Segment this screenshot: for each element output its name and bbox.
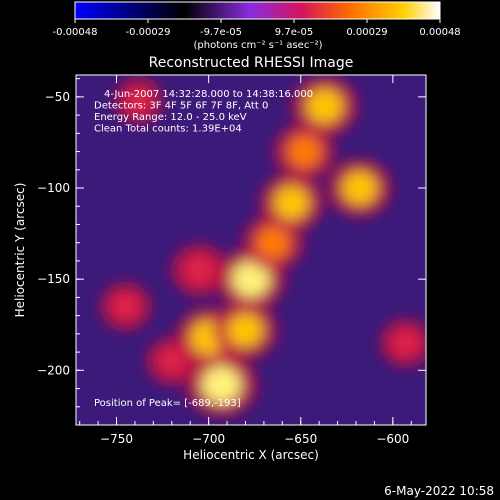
heat-spot — [273, 185, 310, 220]
colorbar — [74, 1, 441, 20]
colorbar-tick-label: 0.00048 — [419, 27, 460, 38]
chart-title: Reconstructed RHESSI Image — [149, 55, 354, 71]
peak-position-label: Position of Peak= [-689,-193] — [94, 398, 241, 409]
heat-spot — [231, 260, 271, 298]
heat-spot — [391, 328, 421, 358]
heat-spot — [111, 292, 141, 321]
x-tick-label: −750 — [100, 432, 133, 446]
colorbar-tick-label: -0.00048 — [53, 27, 98, 38]
plot-frame — [75, 74, 427, 426]
heat-spot — [157, 346, 187, 376]
x-tick-label: −650 — [284, 432, 317, 446]
annotation-line: 4-Jun-2007 14:32:28.000 to 14:38:16.000 — [104, 89, 313, 100]
heat-spot — [341, 170, 378, 206]
colorbar-tick-label: 0.00029 — [346, 27, 387, 38]
heat-spot — [306, 88, 344, 124]
y-axis-label: Heliocentric Y (arcsec) — [13, 183, 27, 318]
x-tick-label: −600 — [376, 432, 409, 446]
annotation-line: Detectors: 3F 4F 5F 6F 7F 8F, Att 0 — [94, 101, 268, 112]
x-axis-label: Heliocentric X (arcsec) — [183, 448, 319, 462]
heat-spot — [255, 226, 291, 260]
heat-spot — [201, 365, 242, 404]
heat-spot — [183, 254, 216, 286]
heat-spot — [124, 86, 153, 115]
heatmap-image — [76, 75, 426, 425]
colorbar-ticks: -0.00048 -0.00029 -9.7e-05 9.7e-05 0.00029 0.… — [53, 19, 461, 38]
colorbar-tick-label: -9.7e-05 — [200, 27, 242, 38]
colorbar-tick-label: 9.7e-05 — [275, 27, 313, 38]
annotation-line: Clean Total counts: 1.39E+04 — [94, 124, 242, 135]
annotation-block: 4-Jun-2007 14:32:28.000 to 14:38:16.000D… — [94, 89, 313, 135]
y-tick-label: −150 — [37, 272, 70, 286]
x-tick-label: −700 — [192, 432, 225, 446]
y-tick-label: −200 — [37, 363, 70, 377]
heat-spot — [227, 313, 264, 348]
colorbar-unit-label: (photons cm⁻² s⁻¹ asec⁻²) — [193, 40, 322, 51]
axis-ticks: −750 −700 −650 −600 −50 −100 −150 −200 — [37, 75, 426, 446]
y-tick-label: −100 — [37, 181, 70, 195]
heat-spot — [287, 134, 322, 169]
y-tick-label: −50 — [45, 90, 70, 104]
colorbar-tick-label: -0.00029 — [126, 27, 171, 38]
footer-timestamp: 6-May-2022 10:58 — [384, 484, 494, 498]
annotation-line: Energy Range: 12.0 - 25.0 keV — [94, 112, 247, 123]
